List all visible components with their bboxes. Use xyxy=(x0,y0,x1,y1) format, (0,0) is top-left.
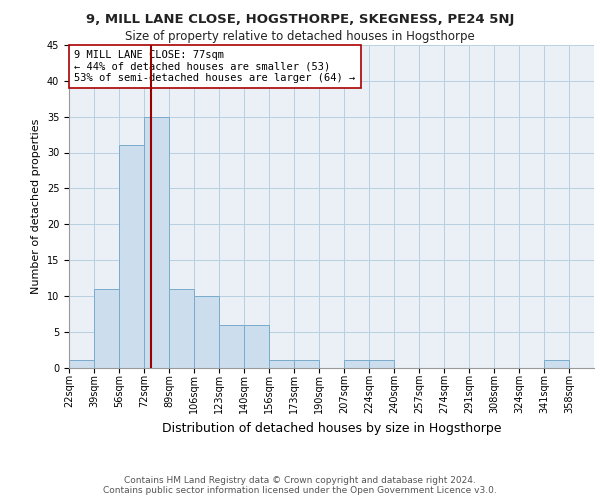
Text: 9 MILL LANE CLOSE: 77sqm
← 44% of detached houses are smaller (53)
53% of semi-d: 9 MILL LANE CLOSE: 77sqm ← 44% of detach… xyxy=(74,50,355,83)
Bar xyxy=(69,360,94,368)
Bar xyxy=(169,288,194,368)
Bar xyxy=(369,360,394,368)
Bar xyxy=(119,146,144,368)
Bar xyxy=(344,360,369,368)
Bar xyxy=(269,360,294,368)
Bar xyxy=(219,324,244,368)
Text: 9, MILL LANE CLOSE, HOGSTHORPE, SKEGNESS, PE24 5NJ: 9, MILL LANE CLOSE, HOGSTHORPE, SKEGNESS… xyxy=(86,12,514,26)
Bar xyxy=(194,296,219,368)
X-axis label: Distribution of detached houses by size in Hogsthorpe: Distribution of detached houses by size … xyxy=(162,422,501,434)
Text: Contains HM Land Registry data © Crown copyright and database right 2024.
Contai: Contains HM Land Registry data © Crown c… xyxy=(103,476,497,495)
Bar xyxy=(294,360,319,368)
Text: Size of property relative to detached houses in Hogsthorpe: Size of property relative to detached ho… xyxy=(125,30,475,43)
Bar xyxy=(244,324,269,368)
Bar xyxy=(544,360,569,368)
Bar xyxy=(144,116,169,368)
Y-axis label: Number of detached properties: Number of detached properties xyxy=(31,118,41,294)
Bar xyxy=(94,288,119,368)
